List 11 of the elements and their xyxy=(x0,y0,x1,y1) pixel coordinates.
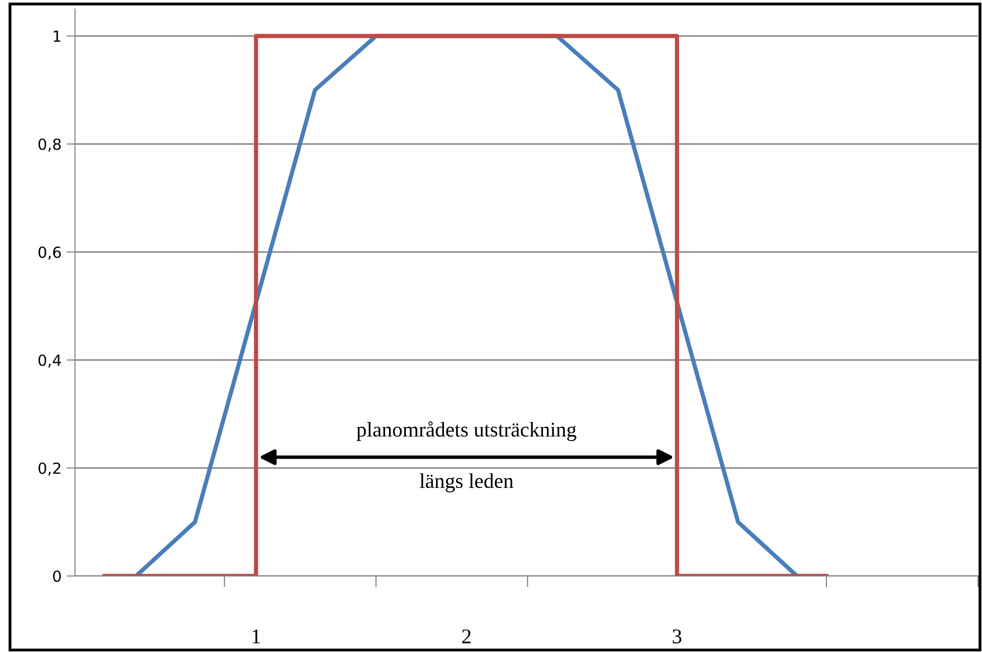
annotation: planområdets utsträckning xyxy=(356,421,576,441)
x-tick-label: 1 xyxy=(252,629,260,644)
x-tick-label: 3 xyxy=(672,629,682,644)
y-tick-label: 0 xyxy=(53,570,61,582)
y-tick-label: 0,6 xyxy=(38,246,61,260)
y-tick-label: 1 xyxy=(54,30,60,42)
x-tick-label: 2 xyxy=(462,629,471,644)
y-tick-label: 0,8 xyxy=(38,138,61,152)
y-tick-label: 0,4 xyxy=(38,354,61,368)
y-tick-label: 0,2 xyxy=(38,462,60,476)
annotation: längs leden xyxy=(420,473,514,492)
